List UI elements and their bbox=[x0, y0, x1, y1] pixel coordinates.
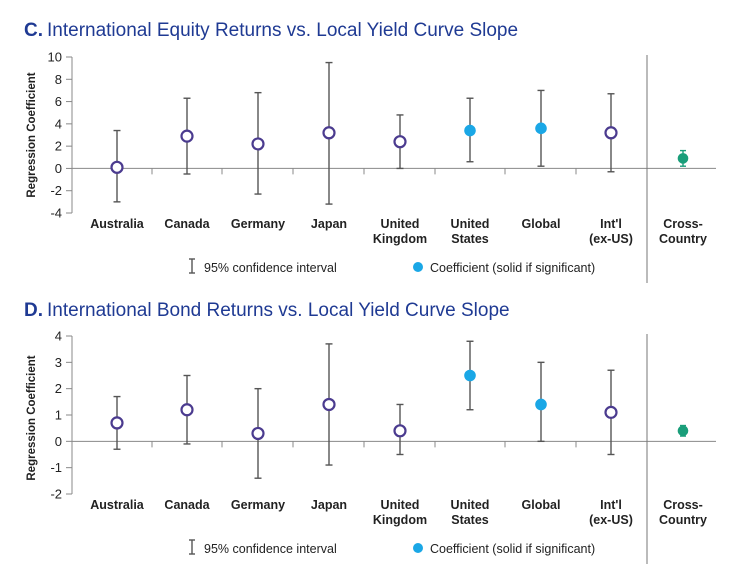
x-tick-label: United bbox=[451, 498, 490, 512]
x-tick-label: Kingdom bbox=[373, 513, 427, 527]
coefficient-point bbox=[464, 369, 476, 382]
coefficient-point bbox=[677, 425, 689, 437]
x-tick-label: Global bbox=[522, 217, 561, 231]
y-tick-label: -4 bbox=[50, 206, 62, 221]
x-tick-label: Australia bbox=[90, 498, 145, 512]
chart-title: C. International Equity Returns vs. Local… bbox=[24, 20, 518, 41]
x-tick-label: Germany bbox=[231, 217, 285, 231]
y-tick-label: 8 bbox=[55, 72, 62, 87]
legend-coefficient-label: Coefficient (solid if significant) bbox=[430, 261, 595, 275]
x-tick-label: Cross- bbox=[663, 217, 703, 231]
coefficient-point bbox=[604, 405, 618, 419]
coefficient-point bbox=[322, 397, 336, 412]
x-tick-label: Kingdom bbox=[373, 232, 427, 246]
chart-panel-d: D. International Bond Returns vs. Local Y… bbox=[24, 300, 716, 564]
x-tick-label: Canada bbox=[164, 498, 210, 512]
coefficient-point bbox=[535, 122, 547, 135]
x-tick-label: United bbox=[381, 498, 420, 512]
x-tick-label: Country bbox=[659, 232, 707, 246]
legend-coefficient-icon bbox=[413, 262, 423, 272]
x-tick-label: Australia bbox=[90, 217, 145, 231]
chart-title-letter: D. bbox=[24, 300, 43, 321]
coefficient-point bbox=[393, 424, 407, 438]
y-tick-label: 4 bbox=[55, 116, 62, 131]
y-axis-label: Regression Coefficient bbox=[26, 355, 38, 480]
x-tick-label: States bbox=[451, 232, 489, 246]
chart-title-letter: C. bbox=[24, 20, 43, 41]
y-tick-label: 4 bbox=[55, 329, 62, 344]
coefficient-point bbox=[464, 124, 476, 137]
coefficient-point bbox=[677, 153, 689, 164]
y-tick-label: 0 bbox=[55, 161, 62, 176]
y-tick-label: 1 bbox=[55, 408, 62, 423]
chart-title-text: International Bond Returns vs. Local Yie… bbox=[47, 300, 510, 321]
coefficient-point bbox=[110, 416, 124, 430]
coefficient-point bbox=[393, 135, 407, 149]
x-tick-label: Canada bbox=[164, 217, 210, 231]
chart-title-text: International Equity Returns vs. Local Y… bbox=[47, 20, 518, 41]
x-tick-label: (ex-US) bbox=[589, 513, 633, 527]
x-tick-label: United bbox=[381, 217, 420, 231]
y-tick-label: -2 bbox=[50, 487, 62, 502]
y-tick-label: 10 bbox=[48, 50, 62, 65]
x-tick-label: Int'l bbox=[600, 217, 622, 231]
coefficient-point bbox=[535, 398, 547, 411]
coefficient-point bbox=[251, 426, 265, 441]
coefficient-point bbox=[322, 126, 336, 140]
y-tick-label: 0 bbox=[55, 434, 62, 449]
x-tick-label: Germany bbox=[231, 498, 285, 512]
coefficient-point bbox=[110, 160, 124, 174]
coefficient-point bbox=[180, 129, 194, 143]
legend-coefficient-icon bbox=[413, 543, 423, 553]
chart-title: D. International Bond Returns vs. Local Y… bbox=[24, 300, 510, 321]
y-tick-label: -1 bbox=[50, 460, 62, 475]
y-axis-label: Regression Coefficient bbox=[26, 72, 38, 197]
x-tick-label: Japan bbox=[311, 217, 347, 231]
chart-panel-c: C. International Equity Returns vs. Local… bbox=[24, 20, 716, 283]
x-tick-label: Cross- bbox=[663, 498, 703, 512]
legend-coefficient-label: Coefficient (solid if significant) bbox=[430, 542, 595, 556]
coefficient-point bbox=[604, 126, 618, 140]
x-tick-label: (ex-US) bbox=[589, 232, 633, 246]
x-tick-label: Country bbox=[659, 513, 707, 527]
y-tick-label: 3 bbox=[55, 355, 62, 370]
y-tick-label: 2 bbox=[55, 139, 62, 154]
coefficient-point bbox=[180, 403, 194, 417]
y-tick-label: 2 bbox=[55, 381, 62, 396]
x-tick-label: Int'l bbox=[600, 498, 622, 512]
x-tick-label: Global bbox=[522, 498, 561, 512]
coefficient-point bbox=[251, 137, 265, 151]
y-tick-label: -2 bbox=[50, 183, 62, 198]
x-tick-label: United bbox=[451, 217, 490, 231]
x-tick-label: States bbox=[451, 513, 489, 527]
y-tick-label: 6 bbox=[55, 94, 62, 109]
legend-interval-label: 95% confidence interval bbox=[204, 542, 337, 556]
legend-interval-label: 95% confidence interval bbox=[204, 261, 337, 275]
x-tick-label: Japan bbox=[311, 498, 347, 512]
